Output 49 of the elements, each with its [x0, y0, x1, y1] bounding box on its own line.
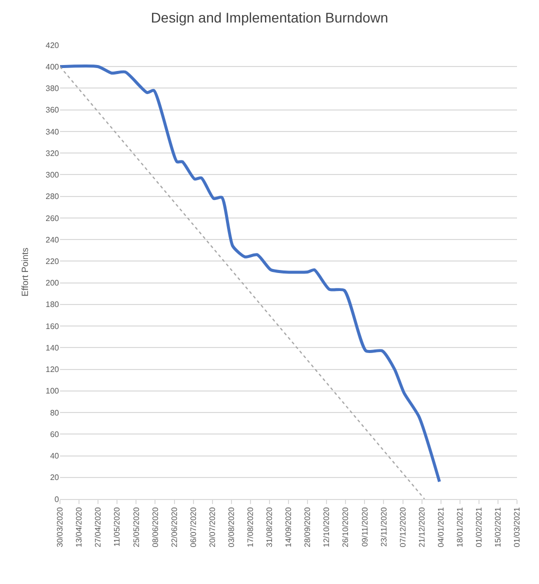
x-tick-label: 28/09/2020: [303, 506, 312, 548]
x-tick-label: 01/02/2021: [474, 506, 484, 548]
y-tick-label: 400: [46, 62, 60, 72]
y-tick-label: 120: [46, 365, 60, 374]
x-tick-label: 07/12/2020: [398, 506, 408, 548]
y-tick-label: 140: [46, 343, 60, 352]
y-tick-label: 220: [46, 256, 60, 266]
x-tick-label: 18/01/2021: [455, 506, 464, 548]
x-tick-label: 06/07/2020: [188, 506, 198, 548]
y-axis-title: Effort Points: [20, 247, 30, 296]
x-tick-label: 26/10/2020: [341, 506, 350, 548]
y-tick-label: 240: [46, 235, 60, 244]
y-tick-label: 420: [46, 40, 60, 50]
x-tick-label: 14/09/2020: [284, 506, 294, 548]
x-tick-label: 22/06/2020: [170, 506, 179, 548]
y-tick-label: 20: [50, 473, 60, 482]
x-tick-label: 21/12/2020: [417, 506, 426, 548]
y-tick-label: 320: [46, 148, 60, 158]
chart-title: Design and Implementation Burndown: [150, 10, 388, 26]
x-tick-label: 09/11/2020: [360, 506, 370, 547]
y-tick-label: 80: [50, 408, 60, 418]
x-tick-label: 31/08/2020: [265, 506, 274, 548]
y-tick-label: 100: [46, 386, 60, 396]
y-tick-label: 60: [50, 430, 60, 439]
x-tick-label: 15/02/2021: [494, 506, 503, 548]
x-tick-label: 03/08/2020: [226, 506, 236, 548]
x-tick-label: 30/03/2020: [56, 506, 65, 548]
x-tick-label: 23/11/2020: [379, 506, 388, 547]
y-tick-label: 340: [46, 127, 60, 136]
x-tick-label: 11/05/2020: [112, 506, 122, 547]
y-tick-label: 300: [46, 170, 60, 180]
y-tick-label: 200: [46, 278, 60, 288]
y-tick-label: 260: [46, 214, 60, 223]
y-tick-label: 280: [46, 192, 60, 202]
y-tick-label: 180: [46, 300, 60, 310]
y-tick-label: 380: [46, 84, 60, 94]
x-tick-label: 13/04/2020: [74, 506, 84, 548]
y-tick-label: 160: [46, 322, 60, 331]
x-tick-label: 01/03/2021: [512, 506, 522, 548]
x-tick-label: 20/07/2020: [208, 506, 217, 548]
x-tick-label: 08/06/2020: [150, 506, 160, 548]
y-tick-label: 0: [54, 494, 60, 504]
y-tick-label: 40: [50, 452, 60, 461]
x-tick-label: 12/10/2020: [322, 506, 332, 548]
x-tick-label: 27/04/2020: [94, 506, 103, 548]
y-tick-label: 360: [46, 106, 60, 115]
x-tick-label: 04/01/2021: [436, 506, 446, 548]
x-tick-label: 17/08/2020: [246, 506, 256, 548]
x-tick-label: 25/05/2020: [132, 506, 141, 548]
